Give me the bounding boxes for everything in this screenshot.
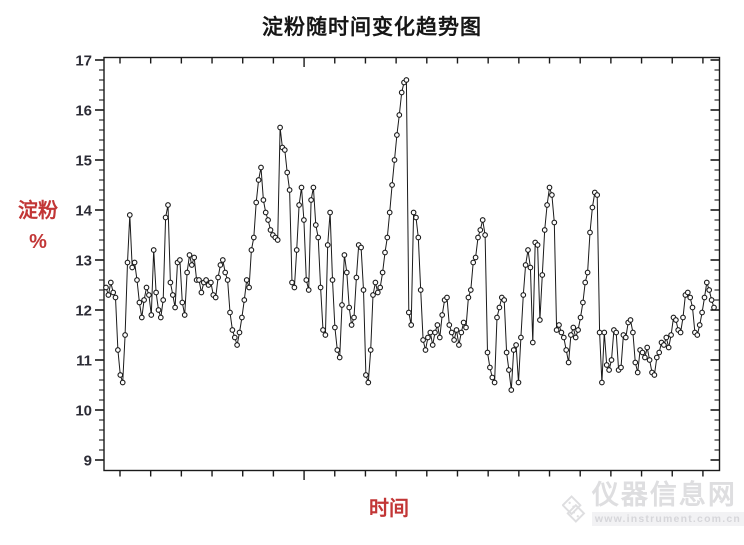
svg-text:12: 12 — [75, 303, 92, 320]
svg-text:16: 16 — [75, 103, 92, 120]
chart-title: 淀粉随时间变化趋势图 — [262, 16, 482, 39]
svg-text:17: 17 — [75, 53, 92, 70]
svg-text:9: 9 — [84, 453, 92, 470]
svg-text:10: 10 — [75, 403, 92, 420]
y-axis-unit: % — [29, 231, 47, 253]
y-axis-label-text: 淀粉 — [18, 200, 58, 222]
svg-text:13: 13 — [75, 253, 92, 270]
svg-text:11: 11 — [76, 353, 92, 370]
svg-text:15: 15 — [75, 153, 92, 170]
svg-text:14: 14 — [75, 203, 92, 220]
x-axis-label: 时间 — [369, 498, 409, 520]
y-axis-label: 淀粉 % — [12, 201, 64, 252]
